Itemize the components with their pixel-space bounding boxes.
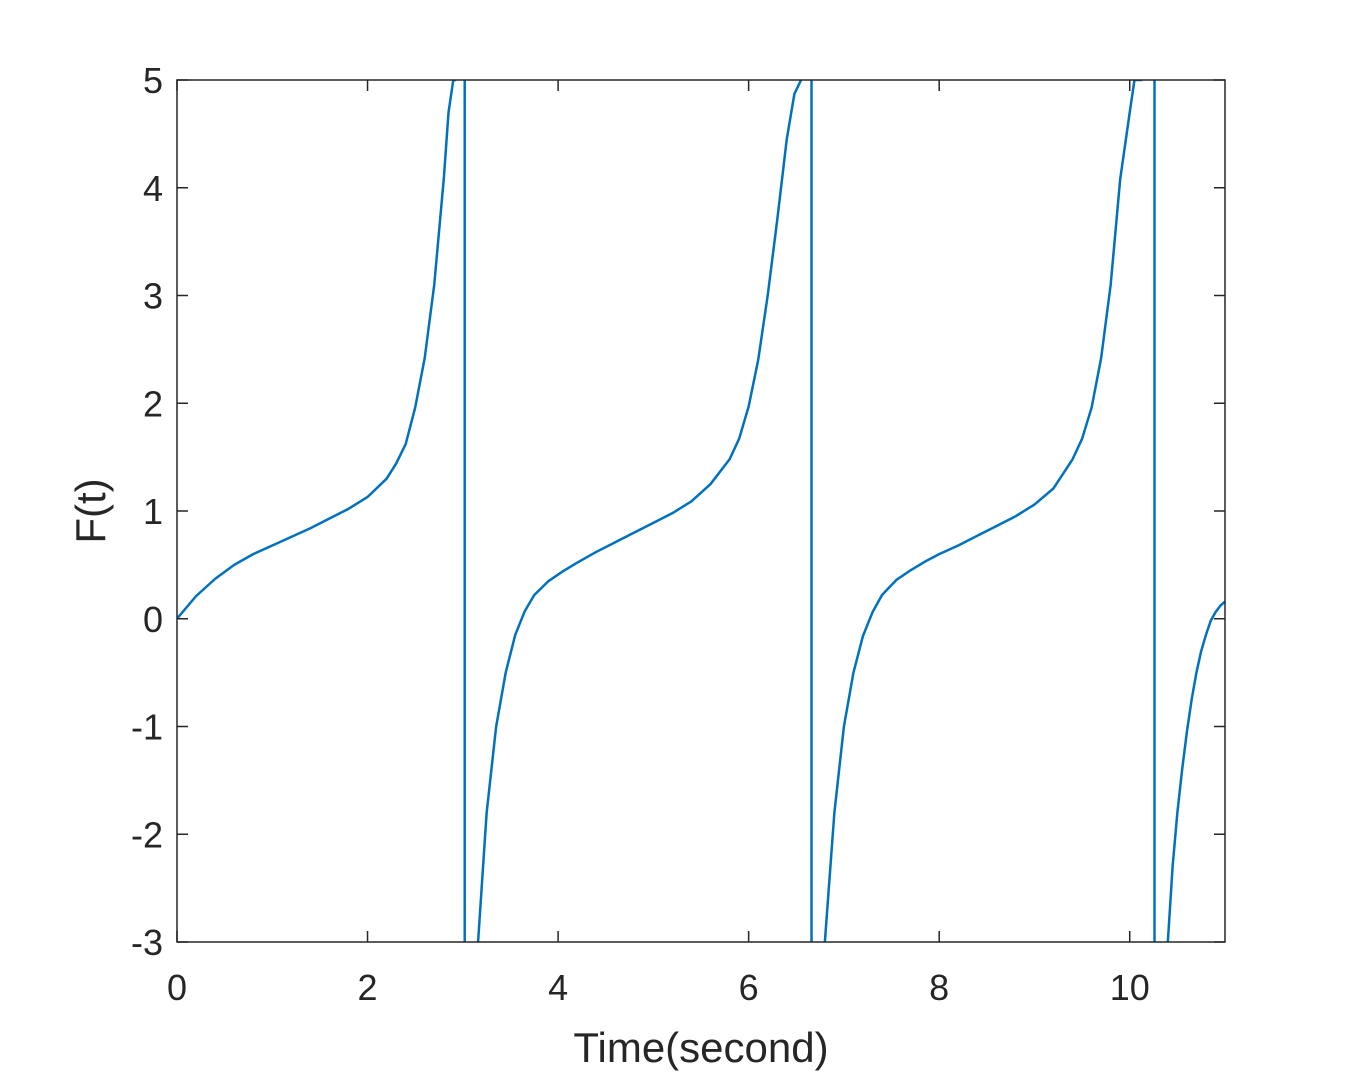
y-axis-ticks: -3 -2 -1 0 1 2 3 4 5 <box>131 60 1225 963</box>
y-tick-label: 1 <box>143 491 163 532</box>
series-line-segment-5 <box>823 80 1143 942</box>
y-tick-label: 2 <box>143 383 163 424</box>
x-tick-label: 6 <box>739 967 759 1008</box>
x-tick-label: 8 <box>929 967 949 1008</box>
plot-area <box>177 80 1225 942</box>
y-tick-label: 3 <box>143 276 163 317</box>
x-tick-label: 2 <box>358 967 378 1008</box>
series-line-segment-1 <box>177 80 457 620</box>
y-axis-label: F(t) <box>67 478 114 543</box>
y-tick-label: -3 <box>131 922 163 963</box>
y-tick-label: 4 <box>143 168 163 209</box>
series-line-segment-3 <box>476 80 803 942</box>
x-axis-ticks: 0 2 4 6 8 10 <box>167 80 1150 1008</box>
x-axis-label: Time(second) <box>573 1024 828 1071</box>
y-tick-label: 5 <box>143 60 163 101</box>
x-tick-label: 4 <box>548 967 568 1008</box>
x-tick-label: 10 <box>1110 967 1150 1008</box>
y-tick-label: 0 <box>143 599 163 640</box>
y-tick-label: -1 <box>131 707 163 748</box>
y-tick-label: -2 <box>131 814 163 855</box>
x-tick-label: 0 <box>167 967 187 1008</box>
series-layer <box>177 80 1225 942</box>
series-line-segment-7 <box>1166 600 1225 942</box>
